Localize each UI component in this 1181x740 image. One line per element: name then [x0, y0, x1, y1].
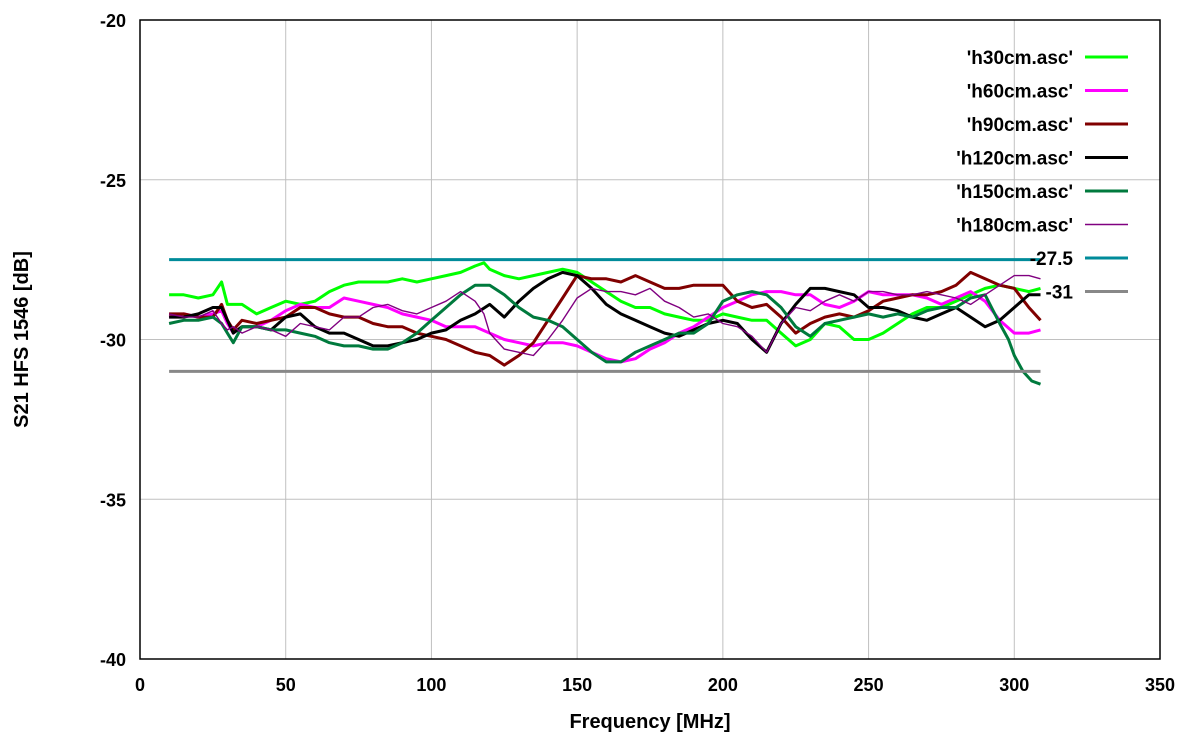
legend: 'h30cm.asc' 'h60cm.asc' 'h90cm.asc' 'h120cm… — [956, 48, 1128, 304]
plot-frame — [139, 19, 1161, 660]
y-tick-label: -35 — [100, 490, 126, 510]
x-tick-label: 100 — [416, 675, 446, 695]
legend-label: 'h60cm.asc' — [967, 82, 1073, 103]
series-line-h180cm-asc — [168, 274, 1041, 357]
series-line-h90cm-asc — [169, 270, 1042, 367]
tick-labels: 0 50 100 150 200 250 300 350 -40 -35 -30 -25 -20 — [100, 11, 1175, 695]
x-tick-label: 0 — [135, 675, 145, 695]
y-axis-label: S21 HFS 1546 [dB] — [11, 251, 33, 428]
x-tick-label: 300 — [999, 675, 1029, 695]
legend-label: 'h90cm.asc' — [967, 115, 1073, 136]
x-tick-label: 350 — [1145, 675, 1175, 695]
y-tick-label: -25 — [100, 171, 126, 191]
y-tick-label: -30 — [100, 331, 126, 351]
legend-label: 'h30cm.asc' — [967, 48, 1073, 69]
x-tick-label: 150 — [562, 675, 592, 695]
legend-label: -31 — [1046, 283, 1074, 304]
legend-label: 'h150cm.asc' — [956, 182, 1073, 203]
x-axis-label: Frequency [MHz] — [569, 711, 730, 733]
legend-label: 'h120cm.asc' — [956, 149, 1073, 170]
legend-label: 'h180cm.asc' — [956, 216, 1073, 237]
series-layer — [168, 258, 1042, 386]
x-tick-label: 200 — [708, 675, 738, 695]
y-tick-label: -20 — [100, 11, 126, 31]
series-line-h120cm-asc — [169, 270, 1041, 354]
series-line-h150cm-asc — [168, 283, 1042, 386]
x-tick-label: 50 — [276, 675, 296, 695]
x-tick-label: 250 — [854, 675, 884, 695]
legend-label: -27.5 — [1030, 249, 1074, 270]
y-tick-label: -40 — [100, 650, 126, 670]
